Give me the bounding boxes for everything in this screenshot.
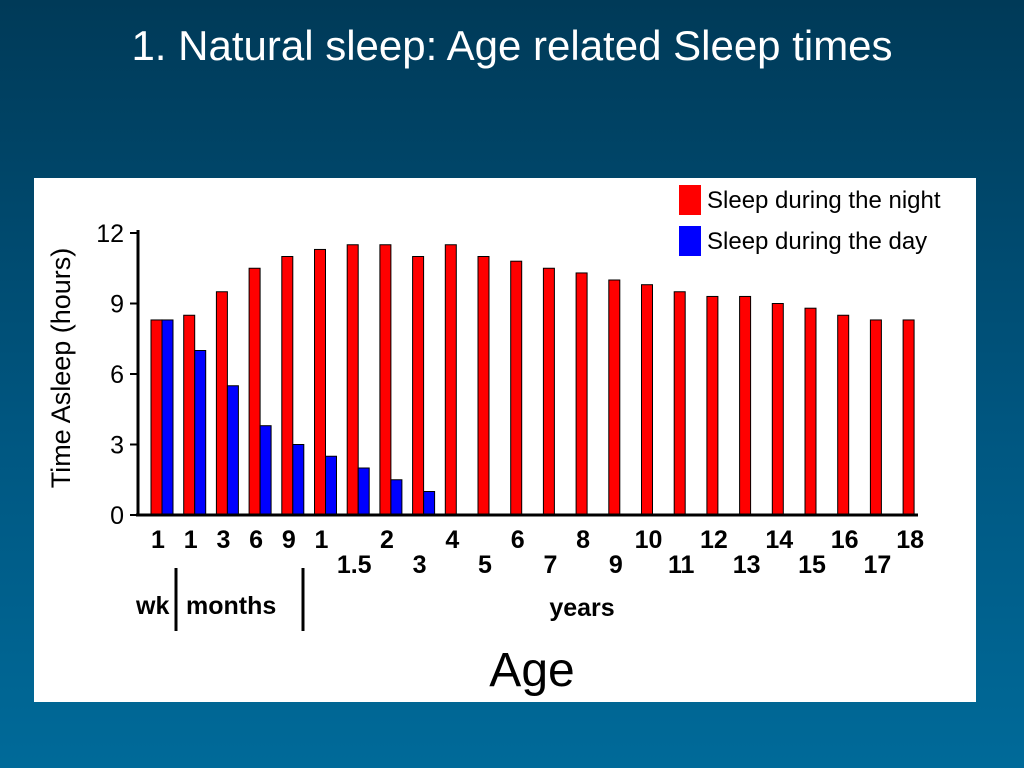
bar-night (248, 267, 261, 516)
bar-night (902, 319, 915, 516)
bar-day (226, 385, 239, 516)
bar-day (423, 491, 436, 516)
bar-night (608, 279, 621, 516)
bar-day (325, 455, 337, 516)
bar-night (641, 284, 653, 516)
bar-day (259, 425, 272, 516)
bar-day (194, 350, 207, 516)
x-tick-label: 7 (543, 551, 557, 579)
x-tick-label: 13 (733, 551, 761, 579)
bar-night (542, 267, 555, 516)
y-axis-title: Time Asleep (hours) (46, 248, 76, 489)
bar-day (357, 467, 370, 516)
x-tick-label: 17 (863, 551, 891, 579)
legend-swatch-night (679, 185, 701, 215)
x-tick-label: 9 (282, 526, 296, 554)
legend-label-night: Sleep during the night (707, 187, 941, 214)
bar-night (869, 319, 882, 516)
y-tick-label: 9 (110, 291, 124, 319)
x-tick-label: 16 (831, 526, 859, 554)
bar-night (706, 295, 719, 516)
x-tick-label: 12 (700, 526, 728, 554)
x-tick-label: 1 (151, 526, 165, 554)
x-tick-label: 3 (216, 526, 230, 554)
x-tick-label: 14 (765, 526, 793, 554)
x-tick-label: 18 (896, 526, 924, 554)
chart-panel: Time Asleep (hours) 0 3 6 9 12 1 1 3 6 9 1 1.5 2 3 4 5… (34, 178, 976, 702)
legend: Sleep during the night Sleep during the … (679, 185, 941, 256)
bar-night (477, 256, 490, 516)
age-group-labels: wk months years (135, 568, 615, 631)
bar-night (281, 256, 294, 516)
x-tick-label: 5 (478, 551, 492, 579)
bar-night (314, 248, 326, 516)
bar-day (161, 319, 174, 516)
bar-night (412, 256, 425, 516)
bar-night (510, 260, 523, 516)
x-tick-label: 10 (635, 526, 663, 554)
bar-night (673, 291, 686, 516)
x-tick-label: 1.5 (337, 551, 372, 579)
bar-night (804, 307, 817, 516)
y-tick-label: 6 (110, 361, 124, 389)
bar-night (771, 303, 784, 516)
bar-night (150, 319, 163, 516)
bar-night (183, 314, 196, 516)
x-tick-label: 1 (315, 526, 329, 554)
bar-night (575, 272, 588, 516)
x-tick-label: 6 (249, 526, 263, 554)
y-tick-label: 3 (110, 432, 124, 460)
x-tick-label: 1 (184, 526, 198, 554)
x-tick-label: 9 (609, 551, 623, 579)
x-tick-label: 6 (511, 526, 525, 554)
slide-title: 1. Natural sleep: Age related Sleep time… (131, 22, 893, 69)
bar-night (444, 244, 457, 516)
x-axis-title: Age (489, 644, 574, 697)
x-tick-label: 15 (798, 551, 826, 579)
y-tick-label: 12 (96, 220, 124, 248)
age-group-years-label: years (549, 594, 614, 622)
bar-day (292, 444, 305, 516)
x-tick-label: 4 (445, 526, 459, 554)
x-tick-label: 2 (380, 526, 394, 554)
bar-night (837, 314, 850, 516)
bar-day (390, 479, 403, 516)
legend-swatch-day (679, 226, 701, 256)
y-tick-label: 0 (110, 502, 124, 530)
x-tick-label: 11 (668, 551, 695, 579)
legend-label-day: Sleep during the day (707, 228, 927, 255)
age-group-week-label: wk (135, 592, 169, 620)
bar-night (215, 291, 228, 516)
x-tick-label: 8 (576, 526, 590, 554)
bar-night (379, 244, 392, 516)
x-tick-label: 3 (413, 551, 427, 579)
y-axis-title-group: Time Asleep (hours) (46, 248, 76, 489)
bar-night (739, 295, 752, 516)
y-axis-ticks: 0 3 6 9 12 (96, 220, 138, 530)
age-group-months-label: months (186, 592, 276, 620)
bars (150, 244, 915, 516)
bar-night (346, 244, 359, 516)
